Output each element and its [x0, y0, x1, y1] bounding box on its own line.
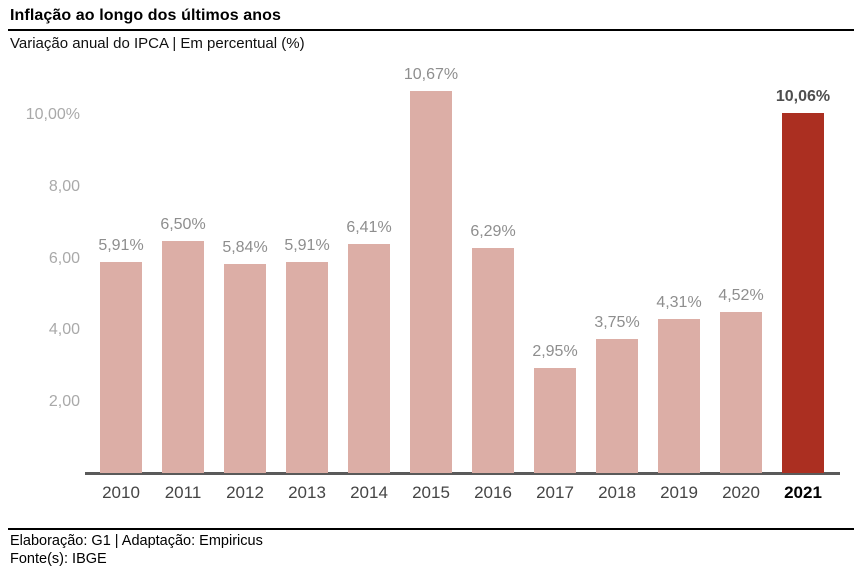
bar-2012 [224, 264, 266, 473]
y-axis-tick-label: 8,00 [48, 177, 80, 195]
bar-value-label-2014: 6,41% [346, 219, 392, 236]
x-axis-label-2017: 2017 [536, 483, 574, 502]
x-axis-label-2019: 2019 [660, 483, 698, 502]
x-axis-label-2011: 2011 [164, 483, 202, 502]
bar-2020 [720, 312, 762, 473]
bar-value-label-2013: 5,91% [284, 237, 330, 254]
bar-value-label-2017: 2,95% [532, 343, 578, 360]
footer-divider [8, 528, 854, 530]
y-axis-tick-label: 4,00 [48, 321, 80, 339]
chart-subtitle: Variação anual do IPCA | Em percentual (… [10, 35, 305, 52]
credits-line: Elaboração: G1 | Adaptação: Empiricus [10, 533, 263, 549]
bar-2021 [782, 113, 824, 473]
y-axis-tick-label: 10,00% [25, 106, 80, 123]
x-axis-label-2016: 2016 [474, 483, 512, 502]
x-axis-label-2010: 2010 [102, 483, 140, 502]
bar-2013 [286, 262, 328, 473]
x-axis-label-2018: 2018 [598, 483, 636, 502]
source-line: Fonte(s): IBGE [10, 551, 107, 567]
bar-value-label-2018: 3,75% [594, 314, 640, 331]
bar-2014 [348, 244, 390, 473]
bar-value-label-2011: 6,50% [160, 216, 206, 233]
x-axis-label-2015: 2015 [412, 483, 450, 502]
bar-2019 [658, 319, 700, 473]
x-axis-label-2012: 2012 [226, 483, 264, 502]
bar-2016 [472, 248, 514, 473]
y-axis-tick-label: 6,00 [48, 249, 80, 267]
title-divider [8, 29, 854, 31]
x-axis-label-2014: 2014 [350, 483, 388, 502]
bar-2017 [534, 368, 576, 473]
y-axis-tick-label: 2,00 [48, 393, 80, 411]
x-axis-label-2020: 2020 [722, 483, 760, 502]
bar-value-label-2012: 5,84% [222, 239, 268, 256]
bar-value-label-2020: 4,52% [718, 287, 764, 304]
bar-2010 [100, 262, 142, 473]
bar-value-label-2019: 4,31% [656, 294, 702, 311]
bar-value-label-2010: 5,91% [98, 237, 144, 254]
x-axis-label-2021: 2021 [784, 483, 822, 502]
x-axis-label-2013: 2013 [288, 483, 326, 502]
page-title: Inflação ao longo dos últimos anos [10, 7, 281, 24]
bar-2015 [410, 91, 452, 473]
bar-value-label-2015: 10,67% [403, 66, 459, 83]
x-axis-line [85, 472, 840, 475]
bar-2011 [162, 241, 204, 473]
bar-value-label-2016: 6,29% [470, 223, 516, 240]
bar-value-label-2021: 10,06% [775, 88, 831, 105]
bar-2018 [596, 339, 638, 473]
